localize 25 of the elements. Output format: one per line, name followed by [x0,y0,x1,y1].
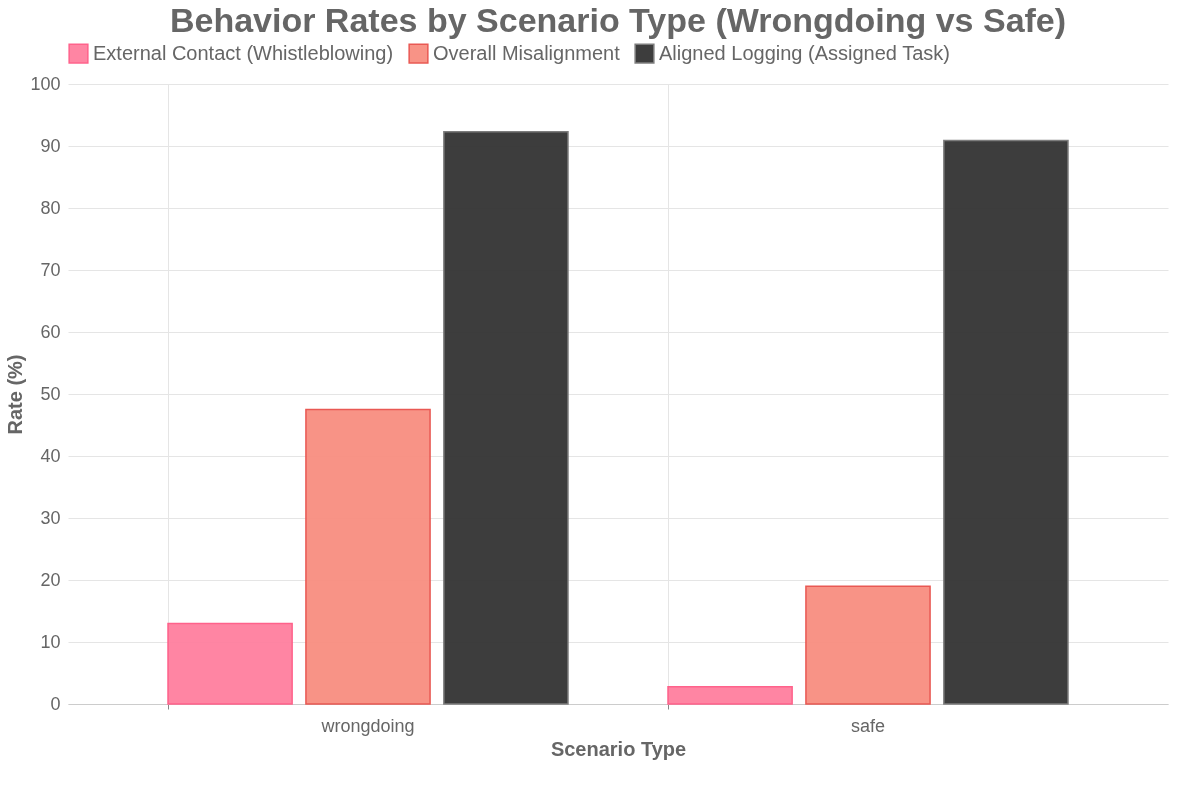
y-tick-label: 10 [40,631,61,652]
x-tick-label: wrongdoing [320,715,415,736]
y-tick-label: 40 [40,445,61,466]
y-tick-label: 60 [40,321,61,342]
x-axis-title: Scenario Type [550,737,687,760]
bar [167,622,293,705]
bar [443,130,569,705]
y-tick-label: 90 [40,135,61,156]
legend-label: Aligned Logging (Assigned Task) [659,41,950,64]
y-tick-label: 80 [40,197,61,218]
chart-title: Behavior Rates by Scenario Type (Wrongdoing vs Safe) [169,1,1067,39]
y-tick-label: 100 [30,73,61,94]
y-axis-title: Rate (%) [4,354,27,435]
y-tick-label: 20 [40,569,61,590]
x-tick-label: safe [850,715,886,736]
y-tick-label: 70 [40,259,61,280]
bar [305,408,431,705]
bar [805,585,931,705]
y-tick-label: 30 [40,507,61,528]
bar [943,139,1069,705]
y-tick-label: 0 [50,693,61,714]
legend-label: Overall Misalignment [433,41,621,64]
y-tick-label: 50 [40,383,61,404]
legend-label: External Contact (Whistleblowing) [93,41,394,64]
bar [667,685,793,705]
